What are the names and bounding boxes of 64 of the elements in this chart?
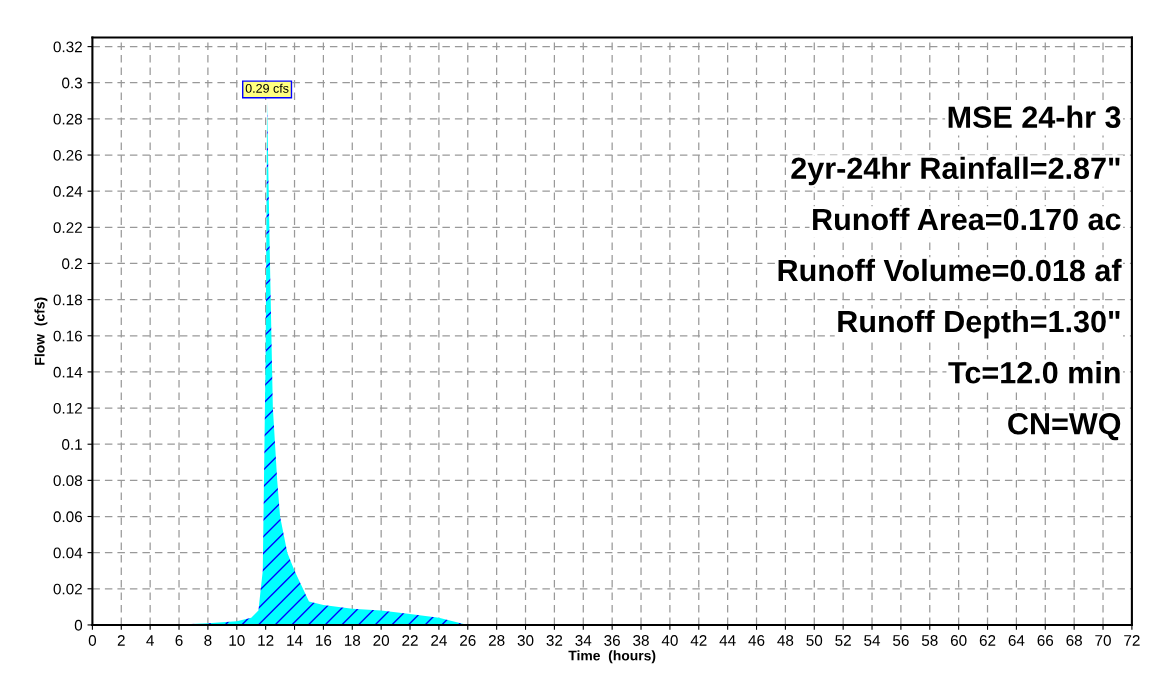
annotation: Runoff Volume=0.018 af bbox=[778, 258, 1122, 282]
x-tick-label: 62 bbox=[979, 635, 996, 646]
x-tick-label: 60 bbox=[950, 635, 967, 646]
annotation: MSE 24-hr 3 bbox=[948, 105, 1121, 129]
x-tick-label: 70 bbox=[1095, 635, 1111, 646]
x-tick-label: 26 bbox=[460, 635, 476, 646]
y-tick-label: 0.28 bbox=[53, 113, 83, 125]
x-tick-label: 32 bbox=[546, 635, 563, 646]
y-tick-label: 0.18 bbox=[53, 294, 83, 306]
x-tick-label: 50 bbox=[806, 635, 823, 646]
x-tick-label: 54 bbox=[864, 635, 881, 646]
x-tick-label: 2 bbox=[117, 635, 125, 646]
x-tick-label: 36 bbox=[604, 635, 620, 646]
y-axis-title: Flow (cfs) bbox=[34, 297, 48, 365]
x-tick-label: 38 bbox=[633, 635, 649, 646]
x-tick-label: 6 bbox=[175, 635, 183, 646]
annotation: 0.29 cfs bbox=[245, 83, 289, 93]
x-tick-label: 46 bbox=[748, 635, 765, 646]
x-tick-label: 0 bbox=[88, 635, 97, 646]
x-tick-label: 12 bbox=[258, 635, 274, 646]
x-tick-label: 20 bbox=[373, 635, 390, 646]
x-tick-label: 40 bbox=[661, 635, 678, 646]
y-tick-label: 0 bbox=[74, 619, 83, 631]
y-tick-label: 0.14 bbox=[53, 366, 83, 378]
x-tick-label: 16 bbox=[316, 635, 332, 646]
x-tick-label: 34 bbox=[575, 635, 592, 646]
y-tick-label: 0.02 bbox=[53, 583, 82, 595]
annotation: 2yr-24hr Rainfall=2.87" bbox=[791, 156, 1120, 186]
x-tick-label: 10 bbox=[229, 635, 245, 646]
x-tick-label: 68 bbox=[1066, 635, 1082, 646]
x-axis-title: Time (hours) bbox=[568, 650, 656, 664]
y-tick-label: 0.26 bbox=[53, 149, 83, 161]
y-tick-label: 0.04 bbox=[53, 547, 83, 559]
annotation: CN=WQ bbox=[1008, 412, 1121, 441]
x-tick-label: 72 bbox=[1124, 635, 1140, 646]
y-tick-label: 0.08 bbox=[53, 475, 83, 487]
y-tick-label: 0.12 bbox=[53, 402, 82, 414]
x-tick-label: 30 bbox=[517, 635, 534, 646]
y-tick-label: 0.1 bbox=[62, 439, 82, 450]
y-tick-label: 0.16 bbox=[53, 330, 83, 342]
x-tick-label: 22 bbox=[402, 635, 418, 646]
y-tick-label: 0.2 bbox=[62, 258, 82, 270]
y-tick-label: 0.32 bbox=[53, 41, 82, 53]
x-tick-label: 44 bbox=[719, 635, 736, 646]
x-tick-label: 24 bbox=[431, 635, 447, 646]
y-tick-label: 0.24 bbox=[53, 186, 83, 197]
x-tick-label: 8 bbox=[204, 635, 212, 646]
x-tick-label: 58 bbox=[921, 635, 938, 646]
x-tick-label: 64 bbox=[1008, 635, 1025, 646]
annotation: Runoff Depth=1.30" bbox=[838, 309, 1120, 339]
x-tick-label: 28 bbox=[488, 635, 505, 646]
x-tick-label: 18 bbox=[344, 635, 361, 646]
y-tick-label: 0.3 bbox=[62, 77, 83, 89]
annotation: Runoff Area=0.170 ac bbox=[813, 207, 1121, 231]
x-tick-label: 52 bbox=[835, 635, 851, 646]
x-tick-label: 66 bbox=[1037, 635, 1054, 646]
y-tick-label: 0.06 bbox=[53, 511, 83, 523]
x-tick-label: 48 bbox=[777, 635, 794, 646]
y-tick-label: 0.22 bbox=[53, 222, 82, 234]
x-tick-label: 42 bbox=[690, 635, 707, 646]
x-tick-label: 56 bbox=[893, 635, 909, 646]
x-tick-label: 4 bbox=[146, 635, 154, 646]
annotation: Tc=12.0 min bbox=[948, 361, 1120, 384]
x-tick-label: 14 bbox=[287, 635, 303, 646]
